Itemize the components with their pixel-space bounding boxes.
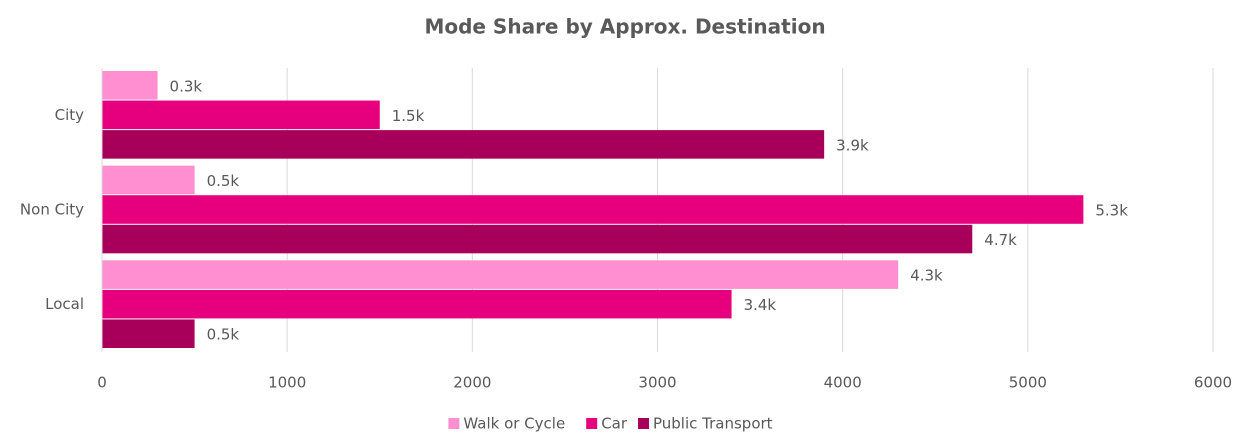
data-label: 4.7k — [984, 231, 1017, 249]
x-tick-label: 1000 — [268, 374, 306, 392]
bar — [102, 260, 899, 289]
bar — [102, 289, 732, 319]
bar — [102, 71, 158, 100]
data-label: 5.3k — [1095, 202, 1128, 220]
data-label: 3.9k — [836, 136, 869, 154]
legend-label: Public Transport — [653, 415, 773, 433]
x-tick-label: 3000 — [638, 374, 676, 392]
data-label: 3.4k — [744, 296, 777, 314]
data-label: 4.3k — [910, 267, 943, 285]
legend-swatch — [638, 418, 649, 429]
x-tick-label: 5000 — [1009, 374, 1047, 392]
data-label: 0.5k — [207, 172, 240, 190]
x-tick-label: 2000 — [453, 374, 491, 392]
bar — [102, 195, 1084, 224]
bar — [102, 165, 195, 195]
legend-swatch — [448, 418, 460, 429]
data-label: 0.5k — [207, 326, 240, 344]
data-label: 1.5k — [392, 107, 425, 125]
chart-title: Mode Share by Approx. Destination — [424, 15, 825, 39]
bar — [102, 100, 380, 130]
bar — [102, 130, 825, 159]
data-label: 0.3k — [170, 77, 203, 95]
legend-swatch — [586, 418, 598, 429]
bar — [102, 224, 973, 254]
y-tick-label: Local — [45, 295, 84, 313]
x-tick-label: 6000 — [1194, 374, 1232, 392]
y-tick-label: City — [55, 106, 85, 124]
bar — [102, 319, 195, 348]
x-tick-label: 0 — [97, 374, 107, 392]
legend-label: Walk or Cycle — [463, 415, 565, 433]
y-tick-label: Non City — [20, 201, 84, 219]
x-tick-label: 4000 — [824, 374, 862, 392]
legend-label: Car — [601, 415, 628, 433]
